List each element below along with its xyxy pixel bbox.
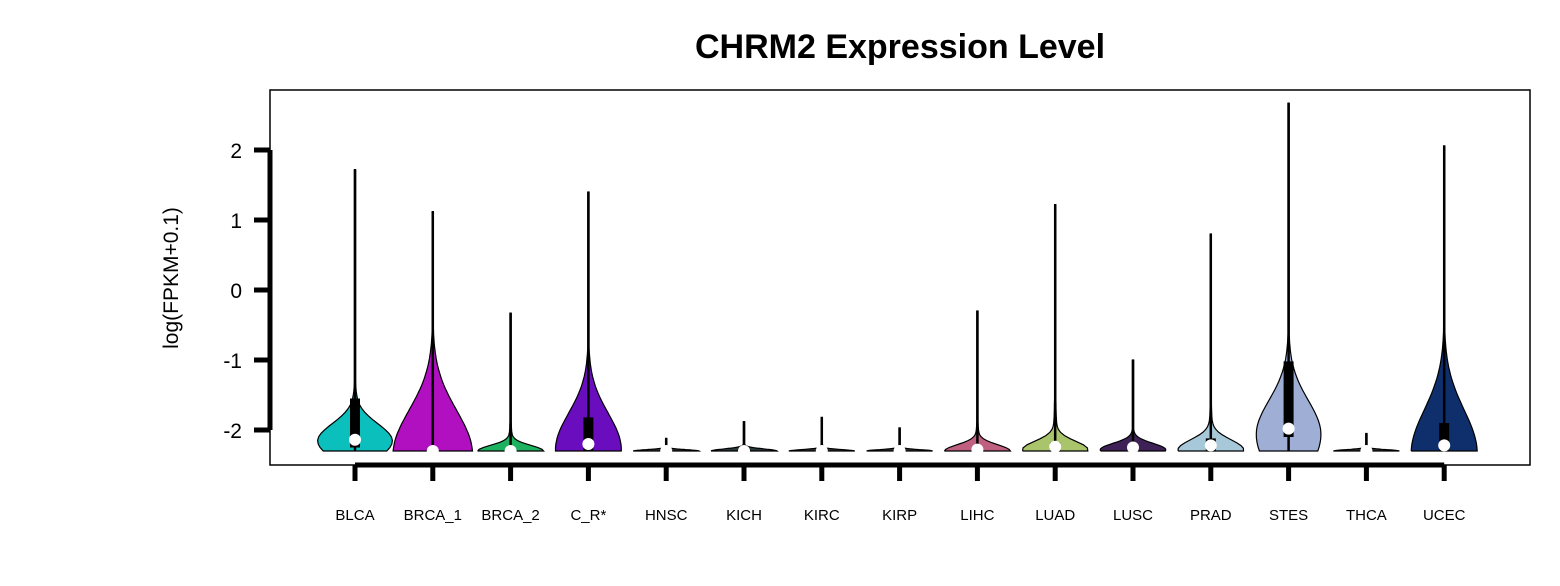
- y-tick-label: 0: [230, 280, 242, 303]
- y-axis-label: log(FPKM+0.1): [160, 207, 183, 349]
- x-tick-label: KIRC: [804, 507, 840, 524]
- violin-brca-2: [477, 312, 545, 457]
- violin-median: [504, 445, 517, 457]
- violin-thca: [1333, 432, 1400, 457]
- violin-median: [815, 445, 828, 457]
- violin-kirc: [788, 416, 855, 457]
- x-tick-label: THCA: [1346, 507, 1387, 524]
- violin-iqr: [1439, 423, 1450, 451]
- y-tick-label: -1: [223, 350, 242, 373]
- violin-median: [1438, 439, 1451, 452]
- violin-median: [971, 443, 984, 456]
- violin-median: [1282, 422, 1295, 435]
- violin-kich: [710, 421, 779, 457]
- violin-median: [1127, 441, 1139, 454]
- violin-median: [582, 438, 595, 450]
- x-tick-label: HNSC: [645, 507, 688, 524]
- y-tick-label: 2: [230, 140, 242, 163]
- x-tick-label: KICH: [726, 507, 762, 524]
- violin-median: [426, 445, 439, 457]
- violin-lusc: [1099, 359, 1167, 454]
- violin-median: [1360, 445, 1373, 457]
- violin-median: [1049, 440, 1062, 453]
- violin-brca-1: [392, 211, 474, 457]
- chart-title: CHRM2 Expression Level: [695, 28, 1105, 66]
- violin-iqr: [1283, 361, 1294, 437]
- x-tick-label: LIHC: [960, 507, 994, 524]
- violin-median: [660, 445, 673, 457]
- x-tick-label: C_R*: [570, 507, 606, 524]
- x-tick-label: LUSC: [1113, 507, 1153, 524]
- violin-ucec: [1410, 145, 1478, 452]
- violin-iqr: [583, 417, 594, 451]
- y-tick-label: -2: [223, 420, 242, 443]
- violin-luad: [1022, 204, 1089, 453]
- violin-median: [893, 445, 906, 457]
- x-tick-label: STES: [1269, 507, 1308, 524]
- violin-median: [1204, 439, 1217, 452]
- x-tick-label: BRCA_2: [481, 507, 539, 524]
- y-tick-label: 1: [230, 210, 242, 233]
- violin-hnsc: [632, 437, 702, 457]
- violin-c-r-: [554, 191, 622, 452]
- x-tick-label: PRAD: [1190, 507, 1232, 524]
- violin-stes: [1255, 102, 1322, 452]
- x-tick-label: BLCA: [335, 507, 374, 524]
- violin-blca: [316, 169, 394, 452]
- plot-frame: [269, 89, 1531, 466]
- violin-lihc: [943, 310, 1012, 456]
- y-axis: -2 -1 0 1 2: [223, 140, 273, 443]
- x-tick-label: UCEC: [1423, 507, 1466, 524]
- violin-kirp: [866, 427, 933, 457]
- x-tick-label: KIRP: [882, 507, 917, 524]
- x-tick-label: LUAD: [1035, 507, 1075, 524]
- violin-median: [738, 445, 750, 457]
- violin-median: [349, 433, 361, 446]
- violin-prad: [1177, 233, 1245, 452]
- violins: [316, 102, 1478, 457]
- violin-iqr: [350, 398, 360, 448]
- x-axis: BLCA BRCA_1 BRCA_2 C_R* HNSC KICH KIRC KIRP LIHC…: [335, 462, 1466, 524]
- x-tick-label: BRCA_1: [404, 507, 462, 524]
